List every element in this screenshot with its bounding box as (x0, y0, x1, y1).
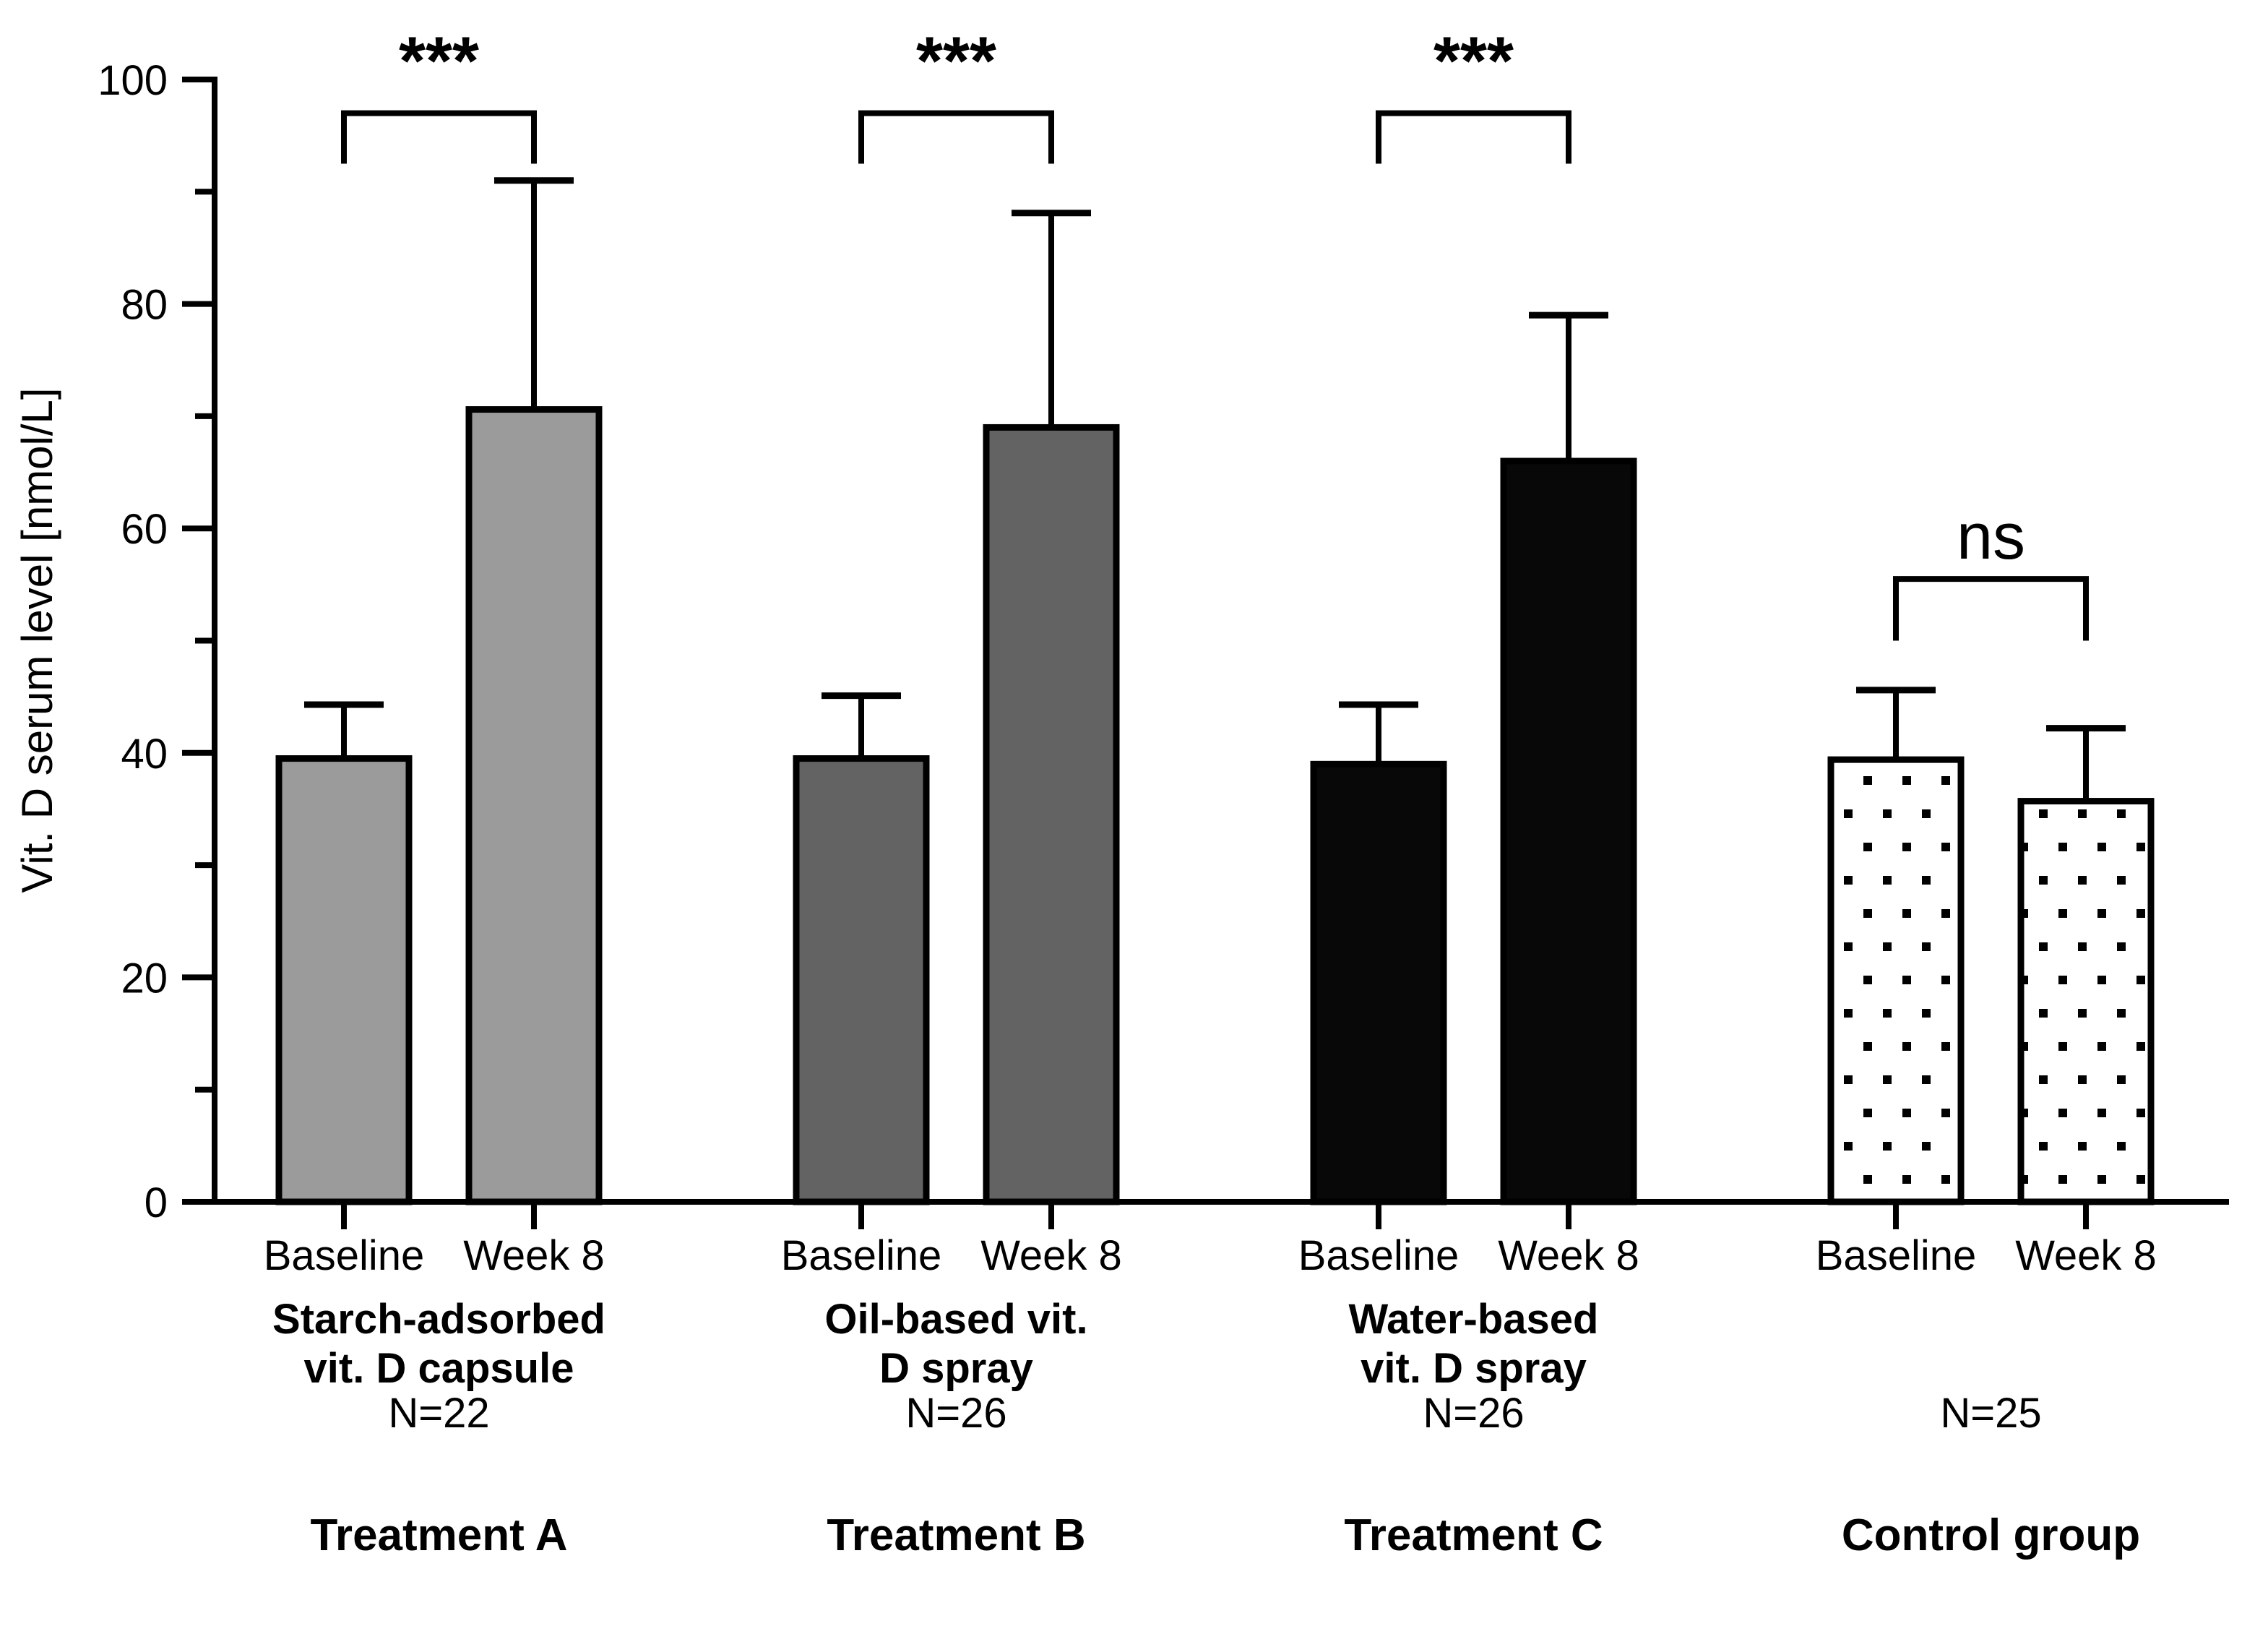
treatment-label: Treatment B (827, 1510, 1085, 1560)
group-desc-line: Water-based (1349, 1296, 1599, 1343)
category-label: Baseline (1298, 1232, 1459, 1279)
significance-bracket (341, 110, 537, 164)
category-label: Week 8 (980, 1232, 1122, 1279)
bar-treatment-c-week8 (1500, 457, 1637, 1205)
significance-label: ns (1957, 501, 2025, 573)
y-tick-label: 40 (121, 731, 168, 778)
significance-label: *** (399, 23, 479, 100)
category-label: Week 8 (2015, 1232, 2157, 1279)
bar-control-baseline (1827, 756, 1965, 1205)
treatment-label: Treatment A (310, 1510, 567, 1560)
bar-control-week8 (2017, 798, 2155, 1205)
y-tick-label: 80 (121, 282, 168, 329)
significance-label: *** (1433, 23, 1514, 100)
group-n-label: N=22 (388, 1390, 489, 1437)
bar-treatment-b-week8 (983, 423, 1120, 1205)
group-n-label: N=26 (905, 1390, 1006, 1437)
bar-treatment-c-baseline (1310, 760, 1447, 1205)
category-label: Baseline (264, 1232, 424, 1279)
group-desc-line: vit. D capsule (304, 1345, 574, 1392)
category-label: Week 8 (463, 1232, 605, 1279)
bar-treatment-a-week8 (465, 406, 603, 1205)
category-label: Baseline (1816, 1232, 1976, 1279)
group-n-label: N=26 (1423, 1390, 1524, 1437)
significance-bracket (858, 110, 1054, 164)
category-label: Week 8 (1498, 1232, 1639, 1279)
treatment-label: Treatment C (1344, 1510, 1603, 1560)
treatment-label: Control group (1842, 1510, 2140, 1560)
group-n-label: N=25 (1940, 1390, 2041, 1437)
significance-bracket (1376, 110, 1571, 164)
y-tick-label: 60 (121, 506, 168, 553)
group-desc-line: Oil-based vit. (824, 1296, 1087, 1343)
y-tick-label: 100 (98, 57, 168, 104)
significance-label: *** (916, 23, 996, 100)
y-tick-label: 20 (121, 955, 168, 1002)
significance-bracket (1893, 576, 2089, 641)
plot-area: 0 20 40 60 80 100 Baseline Week 8 *** Starch-adso… (98, 23, 2229, 1560)
group-desc-line: Starch-adsorbed (272, 1296, 605, 1343)
bar-treatment-a-baseline (275, 755, 413, 1205)
category-label: Baseline (781, 1232, 941, 1279)
y-tick-label: 0 (145, 1179, 168, 1226)
group-desc-line: vit. D spray (1361, 1345, 1587, 1392)
y-axis-title: Vit. D serum level [nmol/L] (13, 387, 61, 893)
bar-treatment-b-baseline (793, 755, 930, 1205)
group-desc-line: D spray (879, 1345, 1033, 1392)
